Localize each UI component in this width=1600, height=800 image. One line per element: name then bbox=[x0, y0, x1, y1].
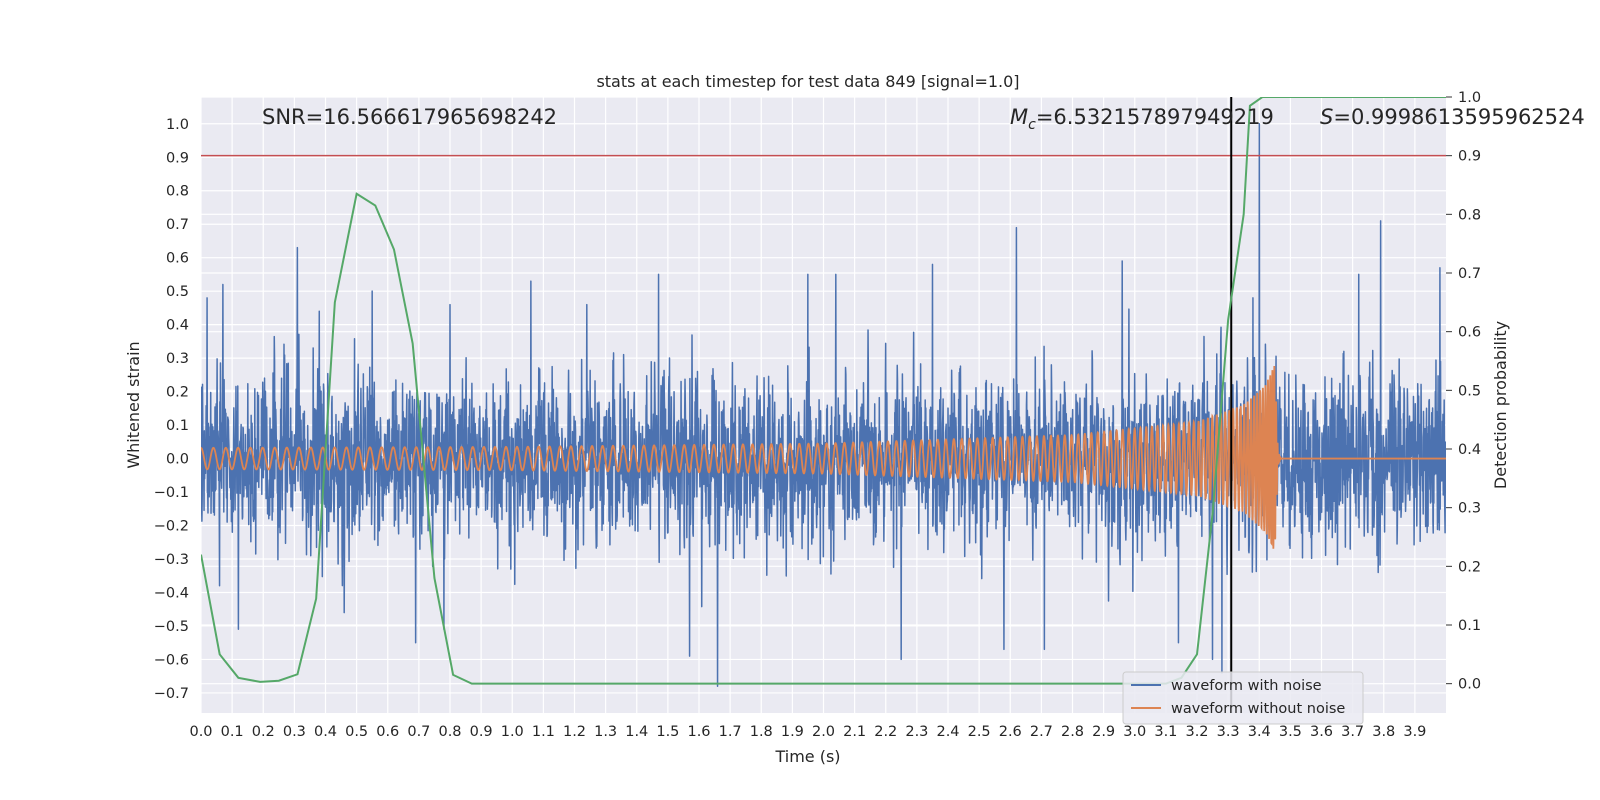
s-annotation: S=0.9998613595962524 bbox=[1320, 105, 1585, 129]
x-tick-label: 0.1 bbox=[221, 724, 244, 740]
line-detection-probability bbox=[201, 97, 1446, 685]
x-tick-label: 3.8 bbox=[1372, 724, 1395, 740]
y-tick-label: 0.7 bbox=[166, 217, 189, 233]
x-axis-label: Time (s) bbox=[774, 747, 840, 766]
y-tick-label: −0.3 bbox=[154, 552, 189, 568]
x-tick-label: 2.8 bbox=[1061, 724, 1084, 740]
legend: waveform with noise waveform without noi… bbox=[1122, 671, 1364, 725]
x-tick-label: 1.1 bbox=[532, 724, 555, 740]
x-tick-label: 0.9 bbox=[470, 724, 493, 740]
x-tick-label: 1.3 bbox=[594, 724, 617, 740]
y-tick-label: −0.5 bbox=[154, 619, 189, 635]
y-tick-label: −0.6 bbox=[154, 652, 189, 668]
x-tick-label: 0.3 bbox=[283, 724, 306, 740]
x-tick-label: 2.3 bbox=[905, 724, 928, 740]
legend-label-noise: waveform with noise bbox=[1171, 678, 1322, 694]
x-tick-label: 1.5 bbox=[656, 724, 679, 740]
y-tick-label: 0.8 bbox=[166, 184, 189, 200]
x-tick-label: 0.4 bbox=[314, 724, 337, 740]
x-tick-label: 2.7 bbox=[1030, 724, 1053, 740]
chirp-mass-annotation: Mc=6.532157897949219 bbox=[1010, 105, 1274, 133]
line-waveform-without-noise bbox=[201, 365, 1446, 549]
x-tick-label: 0.5 bbox=[345, 724, 368, 740]
x-tick-label: 3.3 bbox=[1217, 724, 1240, 740]
y-tick-label: 0.0 bbox=[166, 452, 189, 468]
chart-title: stats at each timestep for test data 849… bbox=[596, 72, 1019, 91]
x-tick-label: 2.2 bbox=[874, 724, 897, 740]
x-tick-label: 3.1 bbox=[1154, 724, 1177, 740]
x-tick-label: 3.4 bbox=[1248, 724, 1271, 740]
x-tick-label: 1.4 bbox=[625, 724, 648, 740]
y-right-tick-label: 0.6 bbox=[1458, 325, 1481, 341]
snr-annotation: SNR=16.566617965698242 bbox=[262, 105, 557, 129]
y-right-tick-label: 1.0 bbox=[1458, 90, 1481, 106]
x-tick-label: 1.0 bbox=[501, 724, 524, 740]
x-tick-label: 3.0 bbox=[1123, 724, 1146, 740]
x-tick-label: 2.4 bbox=[936, 724, 959, 740]
series-waveform-without-noise bbox=[201, 365, 1446, 549]
y-tick-label: 0.2 bbox=[166, 385, 189, 401]
legend-label-clean: waveform without noise bbox=[1171, 701, 1345, 717]
y-right-tick-label: 0.0 bbox=[1458, 677, 1481, 693]
y-right-tick-label: 0.4 bbox=[1458, 442, 1481, 458]
x-tick-label: 2.5 bbox=[968, 724, 991, 740]
y-right-tick-label: 0.7 bbox=[1458, 266, 1481, 282]
x-tick-label: 1.2 bbox=[563, 724, 586, 740]
y-tick-label: 1.0 bbox=[166, 117, 189, 133]
x-tick-label: 3.5 bbox=[1279, 724, 1302, 740]
y-tick-label: −0.4 bbox=[154, 585, 189, 601]
x-tick-label: 2.0 bbox=[812, 724, 835, 740]
y-right-tick-label: 0.1 bbox=[1458, 618, 1481, 634]
x-tick-label: 3.7 bbox=[1341, 724, 1364, 740]
x-tick-label: 2.6 bbox=[999, 724, 1022, 740]
x-tick-label: 0.7 bbox=[407, 724, 430, 740]
y-right-tick-labels: 0.0 0.1 0.2 0.3 0.4 0.5 0.6 0.7 0.8 0.9 1.0 bbox=[1446, 90, 1481, 693]
x-tick-label: 2.1 bbox=[843, 724, 866, 740]
legend-box bbox=[1122, 671, 1364, 725]
series-detection-probability bbox=[201, 97, 1446, 713]
x-tick-label: 1.6 bbox=[687, 724, 710, 740]
x-tick-label: 1.7 bbox=[719, 724, 742, 740]
y-right-tick-label: 0.2 bbox=[1458, 559, 1481, 575]
y-right-tick-label: 0.9 bbox=[1458, 149, 1481, 165]
y-tick-label: 0.1 bbox=[166, 418, 189, 434]
x-tick-label: 1.8 bbox=[750, 724, 773, 740]
y-axis-label: Whitened strain bbox=[124, 341, 143, 468]
x-tick-label: 3.6 bbox=[1310, 724, 1333, 740]
y-right-tick-label: 0.3 bbox=[1458, 501, 1481, 517]
y-right-tick-label: 0.5 bbox=[1458, 383, 1481, 399]
x-tick-label: 0.6 bbox=[376, 724, 399, 740]
x-tick-label: 0.8 bbox=[438, 724, 461, 740]
y-tick-label: 0.5 bbox=[166, 284, 189, 300]
y-tick-label: 0.9 bbox=[166, 150, 189, 166]
x-tick-label: 2.9 bbox=[1092, 724, 1115, 740]
y-tick-label: −0.1 bbox=[154, 485, 189, 501]
x-tick-label: 0.0 bbox=[189, 724, 212, 740]
y-right-tick-label: 0.8 bbox=[1458, 207, 1481, 223]
x-tick-label: 1.9 bbox=[781, 724, 804, 740]
x-tick-label: 0.2 bbox=[252, 724, 275, 740]
y-tick-label: −0.7 bbox=[154, 686, 189, 702]
x-tick-labels: 0.0 0.1 0.2 0.3 0.4 0.5 0.6 0.7 0.8 0.9 1.0 1.1 1.2 1… bbox=[189, 724, 1426, 740]
y-tick-label: 0.6 bbox=[166, 251, 189, 267]
y-tick-label: 0.3 bbox=[166, 351, 189, 367]
y-tick-label: −0.2 bbox=[154, 519, 189, 535]
y-right-axis-label: Detection probability bbox=[1491, 321, 1510, 489]
x-tick-label: 3.2 bbox=[1185, 724, 1208, 740]
y-tick-label: 0.4 bbox=[166, 318, 189, 334]
y-tick-labels: −0.7 −0.6 −0.5 −0.4 −0.3 −0.2 −0.1 0.0 0.1 0.2 0.3… bbox=[154, 117, 189, 702]
x-tick-label: 3.9 bbox=[1403, 724, 1426, 740]
